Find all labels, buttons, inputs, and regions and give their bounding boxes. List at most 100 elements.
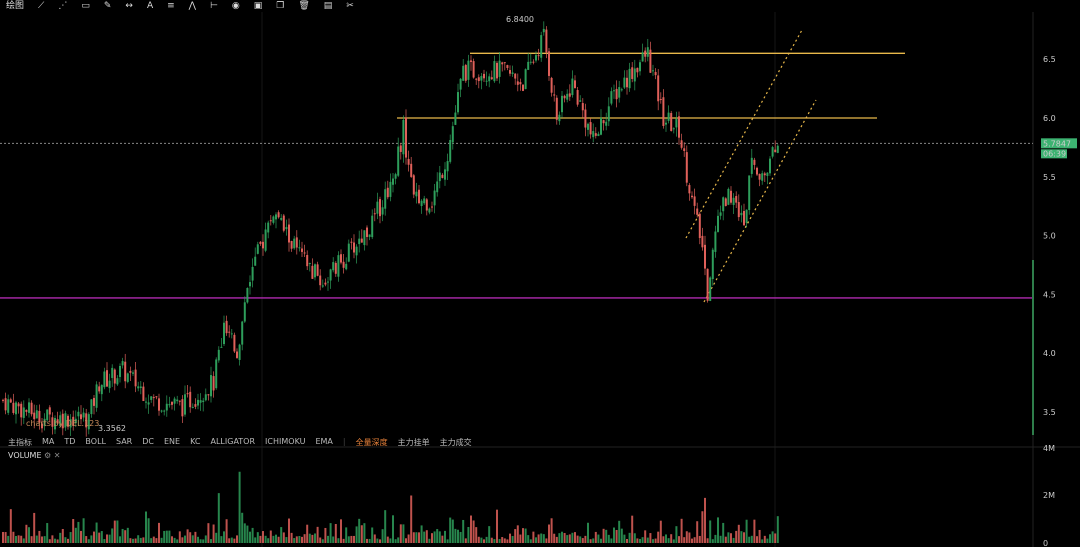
close-icon[interactable]: ✕ <box>53 451 61 460</box>
volume-bar <box>340 519 342 543</box>
indicator-main-orders[interactable]: 主力挂单 <box>397 438 430 447</box>
candle <box>545 29 548 53</box>
volume-bar <box>667 538 670 543</box>
candle <box>704 244 706 269</box>
candle <box>524 69 527 90</box>
volume-bar <box>106 534 108 543</box>
candle <box>394 174 397 179</box>
indicator-main-trades[interactable]: 主力成交 <box>439 438 472 447</box>
candle <box>181 399 184 417</box>
volume-bar <box>615 529 618 543</box>
candle <box>288 224 290 243</box>
volume-bar <box>618 520 621 543</box>
candle <box>600 117 602 135</box>
volume-bar <box>392 515 394 543</box>
brush-icon[interactable]: ✎ <box>103 1 112 11</box>
volume-bar <box>30 536 33 543</box>
indicator-sar[interactable]: SAR <box>115 437 133 446</box>
line-icon[interactable]: ⟋ <box>38 1 45 11</box>
candle <box>467 60 470 80</box>
candle <box>657 75 660 102</box>
volume-bar <box>433 531 436 543</box>
indicator-full-depth[interactable]: 全量深度 <box>355 438 388 447</box>
candle <box>199 400 202 403</box>
volume-bar <box>704 497 706 543</box>
volume-bar <box>28 527 30 543</box>
rect-icon[interactable]: ▭ <box>81 1 90 11</box>
candle <box>186 393 189 395</box>
volume-bar <box>93 531 95 543</box>
candle <box>407 158 410 165</box>
indicator-dc[interactable]: DC <box>142 437 154 446</box>
settings-icon[interactable]: ⚙ <box>44 451 52 460</box>
candle <box>251 266 254 281</box>
volume-bar <box>501 537 504 543</box>
fib-icon[interactable]: ⋰ <box>58 1 68 11</box>
countdown-value: 06:39 <box>1043 149 1066 158</box>
candle <box>566 93 569 100</box>
volume-bar <box>576 535 579 543</box>
volume-bar <box>332 536 335 543</box>
volume-bar <box>732 537 735 543</box>
volume-bar <box>399 524 402 543</box>
indicator-td[interactable]: TD <box>64 437 76 446</box>
volume-bar <box>545 538 548 543</box>
indicator-ene[interactable]: ENE <box>164 437 181 446</box>
indicator-ema[interactable]: EMA <box>315 437 333 446</box>
candle <box>254 256 257 266</box>
volume-bar <box>579 536 582 543</box>
candle <box>54 418 56 430</box>
indicator-kc[interactable]: KC <box>190 437 201 446</box>
volume-bar <box>124 530 127 543</box>
volume-bar <box>275 534 277 543</box>
volume-bar <box>80 530 82 543</box>
volume-bar <box>467 526 470 543</box>
candle <box>56 419 59 424</box>
indicator-boll[interactable]: BOLL <box>85 437 106 446</box>
candle <box>241 321 244 345</box>
pattern-icon[interactable]: ⋀ <box>188 1 197 11</box>
candle <box>121 361 124 366</box>
volume-bar <box>217 493 220 543</box>
volume-bar <box>246 525 249 543</box>
volume-bar <box>425 530 428 543</box>
indicator-ichimoku[interactable]: ICHIMOKU <box>265 437 306 446</box>
volume-bar <box>20 535 23 543</box>
indicator-ma[interactable]: MA <box>42 437 55 446</box>
range-icon[interactable]: ⊢ <box>210 1 218 11</box>
volume-bar <box>129 538 132 543</box>
copy-icon[interactable]: ❐ <box>276 1 285 11</box>
candle <box>774 149 777 153</box>
indicator-alligator[interactable]: ALLIGATOR <box>210 437 256 446</box>
candle <box>223 322 225 345</box>
visibility-icon[interactable]: ◉ <box>231 1 240 11</box>
volume-bar <box>652 539 654 543</box>
volume-bar <box>509 533 511 543</box>
volume-bar <box>353 535 355 543</box>
measure-icon[interactable]: ↔ <box>125 1 133 11</box>
candle <box>189 391 192 408</box>
volume-bar <box>12 531 15 543</box>
candle <box>119 366 121 377</box>
volume-bar <box>158 522 160 543</box>
candle <box>514 73 517 79</box>
text-icon[interactable]: A <box>146 1 154 11</box>
candle <box>69 419 72 428</box>
lines-icon[interactable]: ≡ <box>167 1 175 11</box>
layers-icon[interactable]: ▤ <box>323 1 333 11</box>
volume-bar <box>685 531 688 543</box>
lock-icon[interactable]: ▣ <box>253 1 263 11</box>
magnet-icon[interactable]: ✂ <box>346 1 354 11</box>
candle <box>129 370 132 373</box>
volume-bar <box>498 539 501 543</box>
y-tick-label: 4.0 <box>1043 349 1056 358</box>
delete-icon[interactable]: 🗑 <box>298 1 310 11</box>
candle <box>158 398 160 411</box>
volume-bar <box>194 531 197 543</box>
candle <box>691 195 693 198</box>
candle <box>61 413 64 429</box>
volume-bar <box>553 533 556 543</box>
candle <box>672 128 675 130</box>
volume-bar <box>763 535 766 543</box>
